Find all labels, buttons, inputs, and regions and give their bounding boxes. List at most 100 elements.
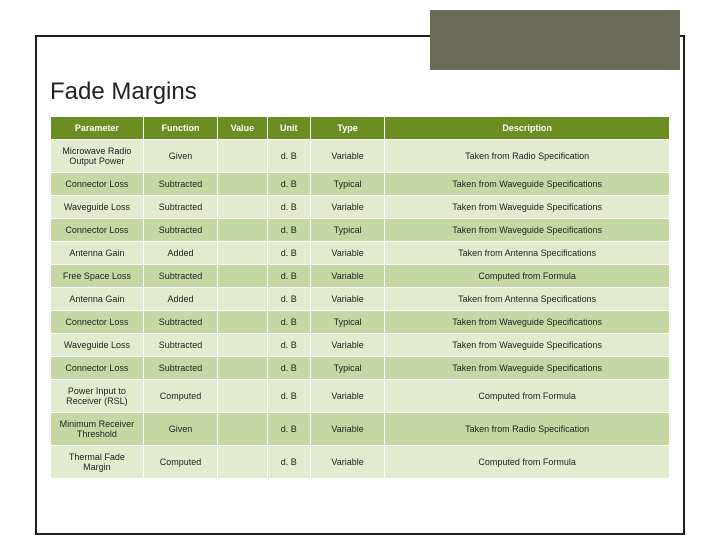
cell-parameter: Minimum Receiver Threshold [51, 413, 144, 446]
cell-parameter: Power Input to Receiver (RSL) [51, 380, 144, 413]
table-row: Connector LossSubtracted d. BTypicalTaken… [51, 173, 670, 196]
cell-function: Given [143, 413, 217, 446]
table-row: Connector LossSubtracted d. BTypicalTaken… [51, 219, 670, 242]
cell-function: Subtracted [143, 196, 217, 219]
cell-type: Variable [310, 334, 384, 357]
cell-parameter: Thermal Fade Margin [51, 446, 144, 479]
cell-type: Typical [310, 311, 384, 334]
cell-function: Subtracted [143, 219, 217, 242]
cell-parameter: Antenna Gain [51, 288, 144, 311]
table-header-value: Value [218, 117, 268, 140]
cell-value [218, 219, 268, 242]
cell-value [218, 334, 268, 357]
cell-function: Subtracted [143, 357, 217, 380]
cell-description: Computed from Formula [385, 265, 670, 288]
cell-parameter: Waveguide Loss [51, 334, 144, 357]
cell-value [218, 380, 268, 413]
cell-description: Taken from Radio Specification [385, 140, 670, 173]
cell-function: Given [143, 140, 217, 173]
cell-description: Taken from Waveguide Specifications [385, 311, 670, 334]
cell-unit: d. B [267, 288, 310, 311]
cell-value [218, 140, 268, 173]
cell-type: Typical [310, 357, 384, 380]
cell-unit: d. B [267, 196, 310, 219]
table-row: Waveguide LossSubtracted d. BVariableTake… [51, 334, 670, 357]
cell-function: Subtracted [143, 265, 217, 288]
cell-type: Typical [310, 219, 384, 242]
table-row: Microwave Radio Output PowerGiven d. BVar… [51, 140, 670, 173]
cell-value [218, 196, 268, 219]
cell-unit: d. B [267, 265, 310, 288]
cell-parameter: Waveguide Loss [51, 196, 144, 219]
slide-content: Fade Margins ParameterFunctionValueUnitT… [50, 78, 670, 479]
table-header-row: ParameterFunctionValueUnitTypeDescriptio… [51, 117, 670, 140]
table-row: Antenna GainAdded d. BVariableTaken from … [51, 288, 670, 311]
cell-description: Taken from Antenna Specifications [385, 288, 670, 311]
cell-parameter: Free Space Loss [51, 265, 144, 288]
cell-type: Variable [310, 196, 384, 219]
cell-parameter: Connector Loss [51, 219, 144, 242]
cell-value [218, 413, 268, 446]
cell-description: Taken from Waveguide Specifications [385, 334, 670, 357]
table-row: Connector LossSubtracted d. BTypicalTaken… [51, 311, 670, 334]
table-header-unit: Unit [267, 117, 310, 140]
cell-description: Computed from Formula [385, 380, 670, 413]
cell-unit: d. B [267, 173, 310, 196]
cell-parameter: Connector Loss [51, 311, 144, 334]
cell-value [218, 173, 268, 196]
cell-parameter: Connector Loss [51, 173, 144, 196]
table-header-type: Type [310, 117, 384, 140]
cell-value [218, 311, 268, 334]
table-header-description: Description [385, 117, 670, 140]
cell-value [218, 242, 268, 265]
cell-unit: d. B [267, 311, 310, 334]
cell-function: Subtracted [143, 173, 217, 196]
cell-value [218, 265, 268, 288]
cell-description: Taken from Waveguide Specifications [385, 196, 670, 219]
cell-unit: d. B [267, 219, 310, 242]
table-header-parameter: Parameter [51, 117, 144, 140]
table-row: Waveguide LossSubtracted d. BVariableTake… [51, 196, 670, 219]
table-header-function: Function [143, 117, 217, 140]
cell-type: Typical [310, 173, 384, 196]
cell-type: Variable [310, 288, 384, 311]
table-row: Minimum Receiver ThresholdGivend. BVaria… [51, 413, 670, 446]
cell-unit: d. B [267, 242, 310, 265]
cell-parameter: Connector Loss [51, 357, 144, 380]
cell-function: Computed [143, 446, 217, 479]
cell-function: Subtracted [143, 311, 217, 334]
cell-unit: d. B [267, 334, 310, 357]
cell-type: Variable [310, 140, 384, 173]
cell-parameter: Antenna Gain [51, 242, 144, 265]
cell-description: Taken from Waveguide Specifications [385, 357, 670, 380]
cell-value [218, 288, 268, 311]
cell-function: Subtracted [143, 334, 217, 357]
cell-unit: d. B [267, 140, 310, 173]
cell-type: Variable [310, 446, 384, 479]
cell-description: Computed from Formula [385, 446, 670, 479]
cell-parameter: Microwave Radio Output Power [51, 140, 144, 173]
cell-function: Added [143, 288, 217, 311]
table-row: Free Space LossSubtractedd. BVariableCom… [51, 265, 670, 288]
top-accent-block [430, 10, 680, 70]
cell-unit: d. B [267, 446, 310, 479]
table-row: Connector LossSubtracted d. BTypicalTaken… [51, 357, 670, 380]
cell-unit: d. B [267, 413, 310, 446]
cell-function: Added [143, 242, 217, 265]
cell-type: Variable [310, 242, 384, 265]
page-title: Fade Margins [50, 78, 670, 106]
cell-unit: d. B [267, 380, 310, 413]
table-row: Antenna GainAdded d. BVariableTaken from … [51, 242, 670, 265]
cell-value [218, 357, 268, 380]
cell-type: Variable [310, 380, 384, 413]
cell-description: Taken from Antenna Specifications [385, 242, 670, 265]
cell-unit: d. B [267, 357, 310, 380]
cell-description: Taken from Waveguide Specifications [385, 219, 670, 242]
fade-margins-table: ParameterFunctionValueUnitTypeDescriptio… [50, 116, 670, 479]
table-body: Microwave Radio Output PowerGivend. BVar… [51, 140, 670, 479]
cell-description: Taken from Waveguide Specifications [385, 173, 670, 196]
table-row: Thermal Fade MarginComputed d. BVariableC… [51, 446, 670, 479]
cell-function: Computed [143, 380, 217, 413]
table-row: Power Input to Receiver (RSL)Computed d. … [51, 380, 670, 413]
cell-description: Taken from Radio Specification [385, 413, 670, 446]
